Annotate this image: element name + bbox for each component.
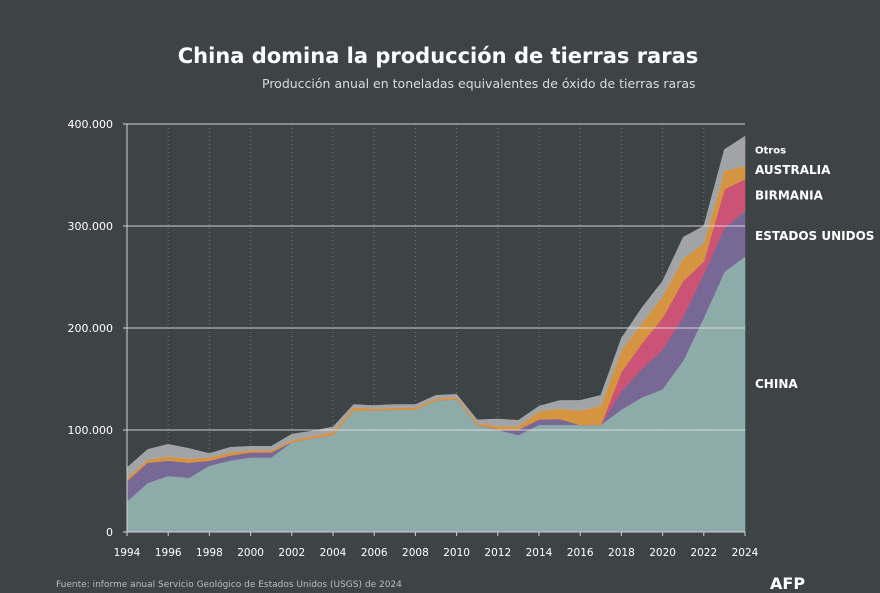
series-label: Otros xyxy=(755,146,786,157)
area-otros xyxy=(126,135,746,479)
x-tick-label: 1996 xyxy=(155,547,182,559)
chart-subtitle: Producción anual en toneladas equivalent… xyxy=(262,76,696,91)
x-tick-label: 2000 xyxy=(237,547,264,559)
y-tick-label: 100.000 xyxy=(68,424,114,437)
x-tick-label: 1994 xyxy=(114,547,141,559)
x-tick-label: 1998 xyxy=(196,547,223,559)
y-tick-label: 200.000 xyxy=(68,322,114,335)
x-tick-label: 2004 xyxy=(320,547,347,559)
x-tick-label: 2012 xyxy=(484,547,511,559)
x-tick-label: 2020 xyxy=(649,547,676,559)
series-label: ESTADOS UNIDOS xyxy=(755,229,874,243)
x-tick-label: 2002 xyxy=(278,547,305,559)
x-tick-label: 2008 xyxy=(402,547,429,559)
x-tick-label: 2024 xyxy=(732,547,759,559)
afp-logo: AFP xyxy=(770,574,806,593)
x-tick-label: 2022 xyxy=(690,547,717,559)
x-tick-label: 2018 xyxy=(608,547,635,559)
y-tick-label: 300.000 xyxy=(68,220,114,233)
x-tick-label: 2006 xyxy=(361,547,388,559)
x-tick-label: 2016 xyxy=(567,547,594,559)
x-tick-label: 2010 xyxy=(443,547,470,559)
y-tick-label: 0 xyxy=(106,526,113,539)
source-note: Fuente: informe anual Servicio Geológico… xyxy=(56,580,402,590)
y-tick-label: 400.000 xyxy=(68,118,114,131)
series-label: CHINA xyxy=(755,377,798,391)
x-tick-label: 2014 xyxy=(526,547,553,559)
chart-title: China domina la producción de tierras ra… xyxy=(177,44,699,68)
series-label: AUSTRALIA xyxy=(755,163,831,177)
series-label: BIRMANIA xyxy=(755,188,824,202)
